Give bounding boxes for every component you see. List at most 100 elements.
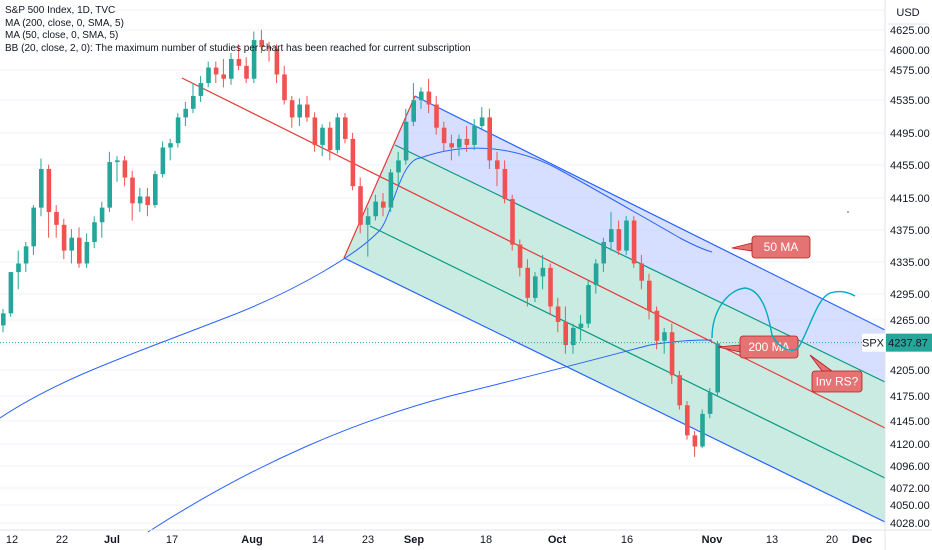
candle-body — [335, 117, 340, 151]
channel-upper-line — [414, 95, 886, 331]
inner-channel-fill — [378, 145, 885, 452]
candle-body — [221, 74, 226, 79]
candle-body — [426, 91, 432, 105]
candle-body — [662, 332, 667, 341]
inv-rs-callout: Inv RS? — [809, 354, 863, 393]
candle-body — [160, 147, 166, 175]
ma50-callout-text: 50 MA — [764, 240, 799, 254]
price-tick-label: 4575.00 — [890, 65, 930, 77]
candle-body — [685, 405, 690, 436]
legend-ma200[interactable]: MA (200, close, 0, SMA, 5) — [5, 17, 124, 29]
candle-body — [137, 196, 143, 204]
candle-body — [373, 201, 378, 217]
ma200-callout-text: 200 MA — [748, 340, 789, 354]
candle-body — [61, 224, 67, 251]
inv-rs-callout-box — [811, 370, 863, 393]
candle-body — [593, 263, 599, 285]
candle-body — [472, 126, 477, 145]
candle-body — [441, 127, 447, 144]
candle-body — [411, 100, 416, 122]
candle-body — [46, 168, 52, 212]
candle-body — [236, 58, 242, 66]
candle-body — [571, 327, 576, 346]
candle-body — [479, 117, 485, 127]
price-tick-label: 4625.00 — [890, 25, 930, 37]
sketch-path — [711, 287, 856, 351]
inv-rs-callout-text: Inv RS? — [816, 375, 859, 389]
legend-symbol[interactable]: S&P 500 Index, 1D, TVC — [5, 5, 116, 16]
candle-body — [229, 58, 234, 79]
candle-body — [707, 392, 713, 414]
price-tick-label: 4600.00 — [890, 45, 930, 57]
median-line — [181, 77, 886, 429]
candle-body — [115, 160, 120, 163]
candle-body — [1, 313, 6, 326]
last-price-tag: 4237.87 — [888, 338, 928, 350]
time-tick-label: Aug — [241, 534, 262, 546]
candle-body — [358, 186, 363, 225]
candle-body — [457, 138, 462, 148]
candle-body — [198, 83, 204, 96]
candle-body — [213, 67, 219, 75]
regression-channel — [181, 77, 886, 523]
candle-body — [274, 48, 280, 75]
candle-body — [388, 172, 394, 208]
candle-body — [381, 201, 386, 208]
stray-dot — [847, 211, 849, 213]
legend-bb[interactable]: BB (20, close, 2, 0): The maximum number… — [5, 42, 471, 54]
time-axis[interactable]: 12 22 Jul 17 Aug 14 23 Sep 18 Oct 16 Nov 13 20 Dec — [0, 529, 932, 546]
candle-body — [77, 237, 82, 264]
time-tick-label: 17 — [166, 534, 178, 546]
candle-body — [8, 272, 14, 314]
candle-body — [122, 160, 128, 178]
price-axis[interactable]: USD 4625.00 4600.00 4575.00 4535.00 4495.00 44… — [862, 0, 932, 550]
currency-label: USD — [896, 7, 919, 19]
chart-legend: S&P 500 Index, 1D, TVC MA (200, close, 0… — [5, 5, 471, 55]
candle-body — [525, 267, 530, 298]
candle-body — [145, 196, 150, 206]
symbol-tag-bg — [862, 333, 885, 352]
ma200-callout: 200 MA — [717, 335, 799, 359]
candle-body — [16, 263, 21, 273]
price-tick-label: 4295.00 — [890, 289, 930, 301]
candle-body — [677, 375, 682, 406]
candle-body — [533, 276, 538, 298]
candle-body — [495, 160, 500, 169]
candle-body — [700, 413, 705, 447]
candle-body — [616, 229, 622, 251]
candle-body — [84, 242, 90, 264]
candle-body — [464, 138, 470, 145]
candle-body — [692, 435, 698, 447]
candle-body — [289, 100, 295, 118]
legend-ma50[interactable]: MA (50, close, 0, SMA, 5) — [5, 30, 119, 41]
ma50-callout: 50 MA — [731, 235, 811, 259]
candle-body — [350, 138, 356, 187]
price-tick-label: 4455.00 — [890, 160, 930, 172]
candle-body — [327, 127, 333, 151]
candle-body — [153, 174, 158, 206]
candle-body — [502, 168, 508, 200]
inner-lower-line — [369, 225, 886, 479]
candles — [0, 29, 885, 457]
price-tick-label: 4120.00 — [890, 439, 930, 451]
candle-body — [715, 343, 720, 393]
symbol-tag: SPX — [862, 338, 885, 350]
time-tick-label: 20 — [826, 534, 838, 546]
candle-body — [669, 332, 675, 376]
candle-body — [31, 207, 36, 247]
channel-start-line — [343, 95, 416, 259]
candle-body — [23, 246, 29, 264]
price-tick-label: 4096.00 — [890, 461, 930, 473]
candle-body — [563, 321, 568, 346]
candle-body — [99, 207, 105, 223]
price-tick-label: 4028.00 — [890, 518, 930, 530]
last-price-tag-bg — [886, 333, 932, 352]
price-tick-label: 4265.00 — [890, 315, 930, 327]
time-tick-label: 23 — [362, 534, 374, 546]
price-tick-label: 4072.00 — [890, 483, 930, 495]
candle-body — [320, 127, 325, 145]
ma200-line — [147, 339, 713, 533]
candle-body — [39, 168, 44, 208]
candle-body — [434, 104, 439, 128]
